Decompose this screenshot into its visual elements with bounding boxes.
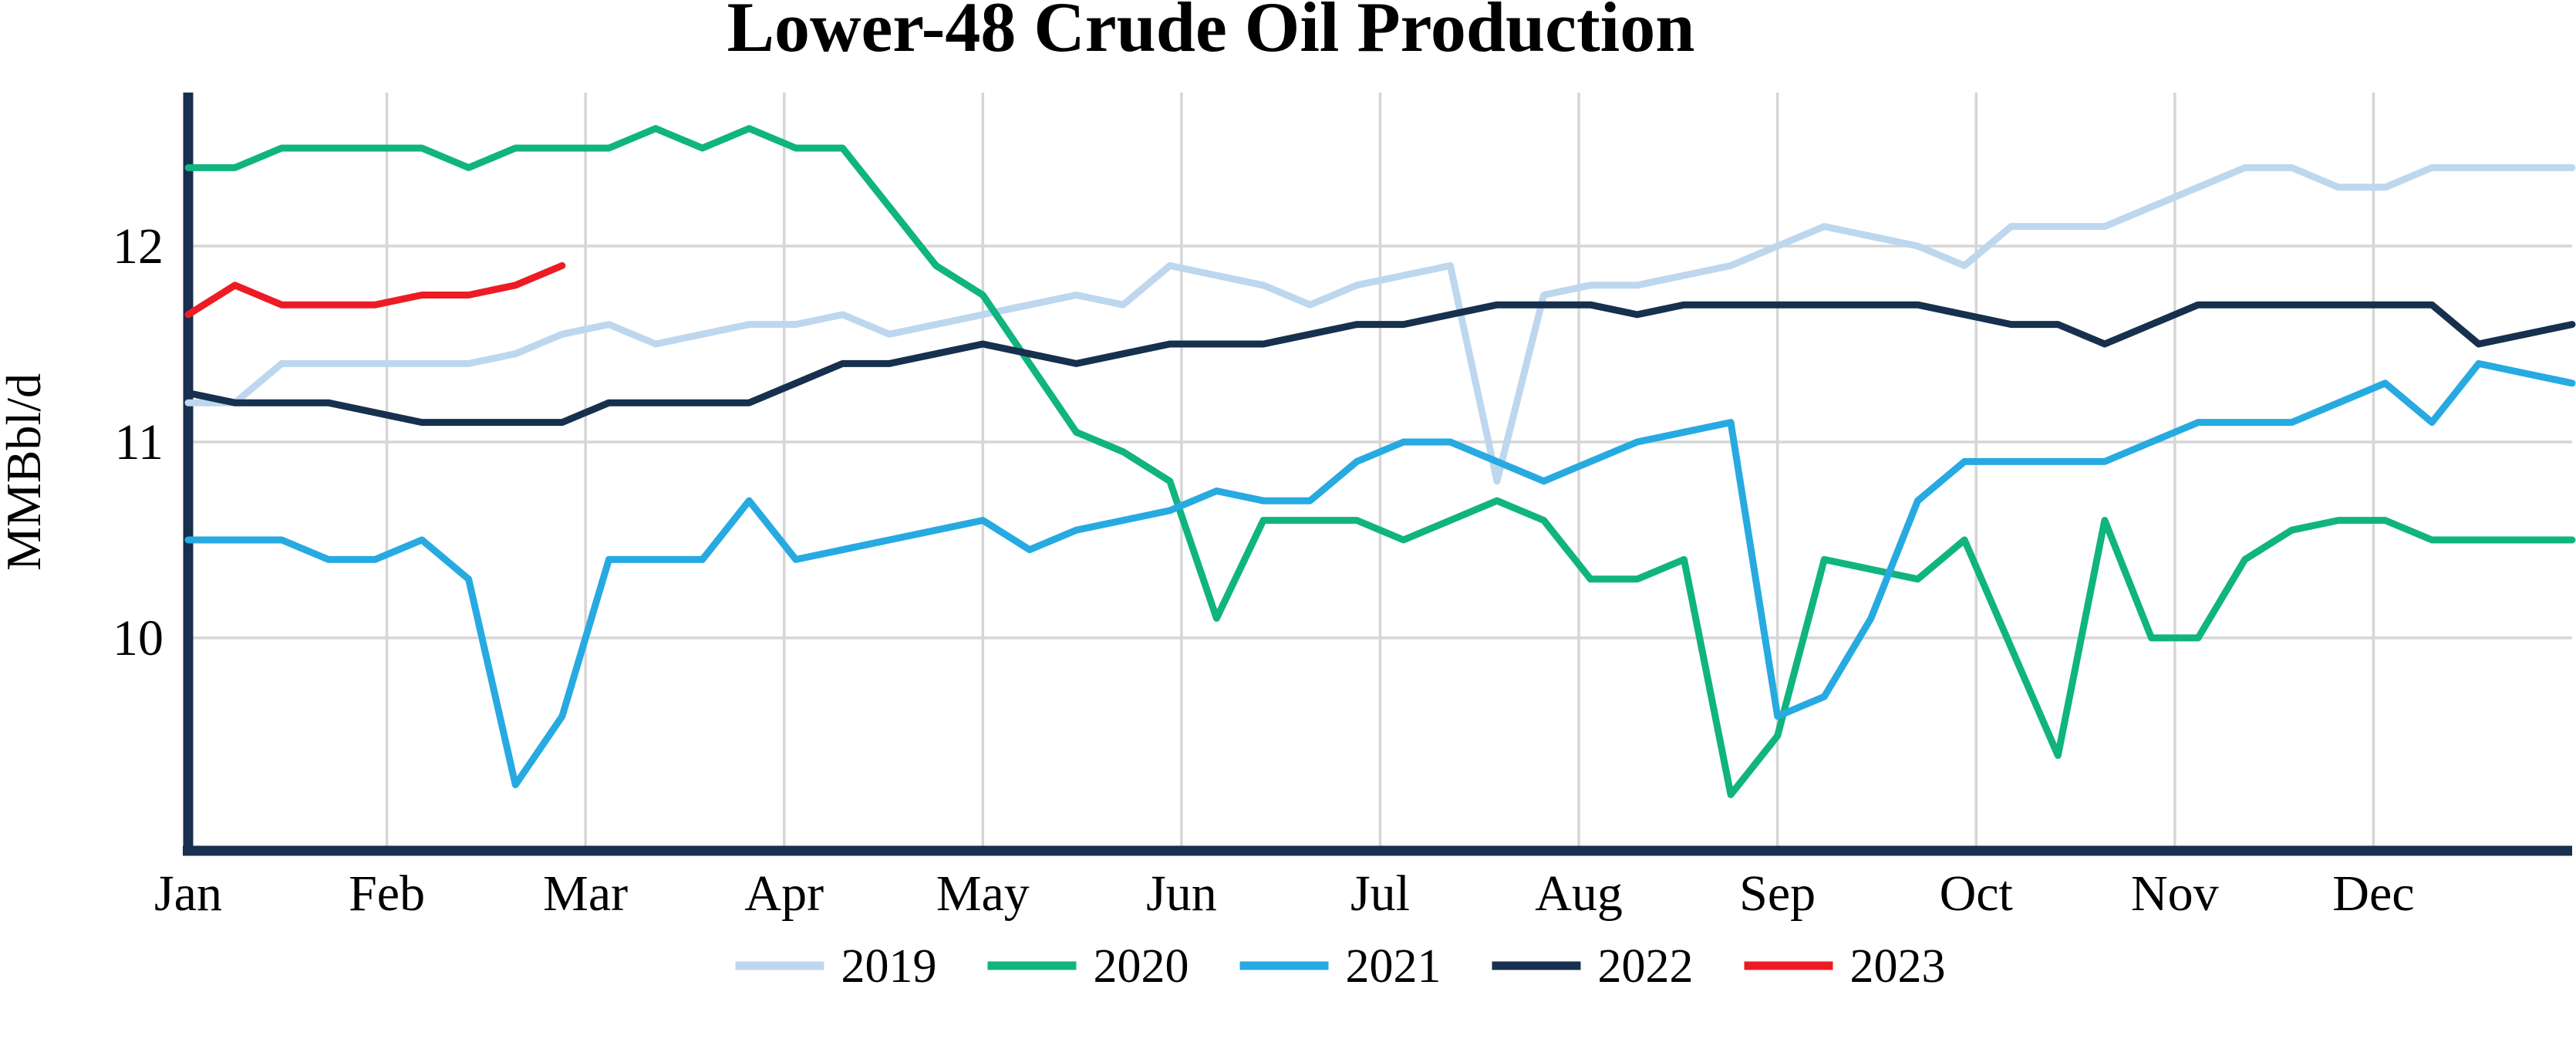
x-tick-label-Dec: Dec	[2332, 865, 2414, 922]
series-line-2021	[184, 359, 2576, 788]
x-tick-label-Apr: Apr	[744, 865, 824, 922]
x-tick-label-Jul: Jul	[1350, 865, 1410, 922]
x-axis-month-labels: Jan Feb Mar Apr May Jun Jul Aug Sep Oct Nov Dec	[154, 865, 2415, 922]
y-axis-tick-labels: 12 11 10	[113, 218, 164, 666]
x-tick-label-Aug: Aug	[1535, 865, 1623, 922]
legend-item-2020: 2020	[987, 940, 1189, 993]
series-line-2019	[184, 164, 2576, 485]
legend-item-2022: 2022	[1492, 940, 1694, 993]
legend-item-2019: 2019	[735, 940, 937, 993]
legend-label-2022: 2022	[1598, 940, 1694, 993]
y-axis-title: MMBbl/d	[0, 373, 51, 571]
data-series	[184, 125, 2576, 798]
legend-item-2023: 2023	[1744, 940, 1946, 993]
legend-label-2023: 2023	[1850, 940, 1946, 993]
y-tick-label-11: 11	[114, 414, 164, 471]
series-line-2022	[184, 301, 2576, 427]
x-tick-label-Sep: Sep	[1739, 865, 1816, 922]
legend-label-2021: 2021	[1346, 940, 1441, 993]
legend-label-2020: 2020	[1094, 940, 1189, 993]
y-tick-label-12: 12	[113, 218, 164, 275]
x-tick-label-May: May	[936, 865, 1030, 922]
series-line-2020	[184, 125, 2576, 798]
series-line-2023	[184, 261, 566, 319]
legend-item-2021: 2021	[1239, 940, 1441, 993]
x-tick-label-Mar: Mar	[543, 865, 628, 922]
chart-title: Lower-48 Crude Oil Production	[727, 0, 1695, 66]
x-tick-label-Feb: Feb	[349, 865, 425, 922]
x-tick-label-Jun: Jun	[1146, 865, 1217, 922]
legend-label-2019: 2019	[841, 940, 937, 993]
y-tick-label-10: 10	[113, 610, 164, 666]
x-tick-label-Nov: Nov	[2131, 865, 2219, 922]
legend: 2019 2020 2021 2022 2023	[735, 940, 1946, 993]
x-tick-label-Jan: Jan	[154, 865, 222, 922]
x-tick-label-Oct: Oct	[1940, 865, 2013, 922]
axes	[183, 93, 2572, 856]
